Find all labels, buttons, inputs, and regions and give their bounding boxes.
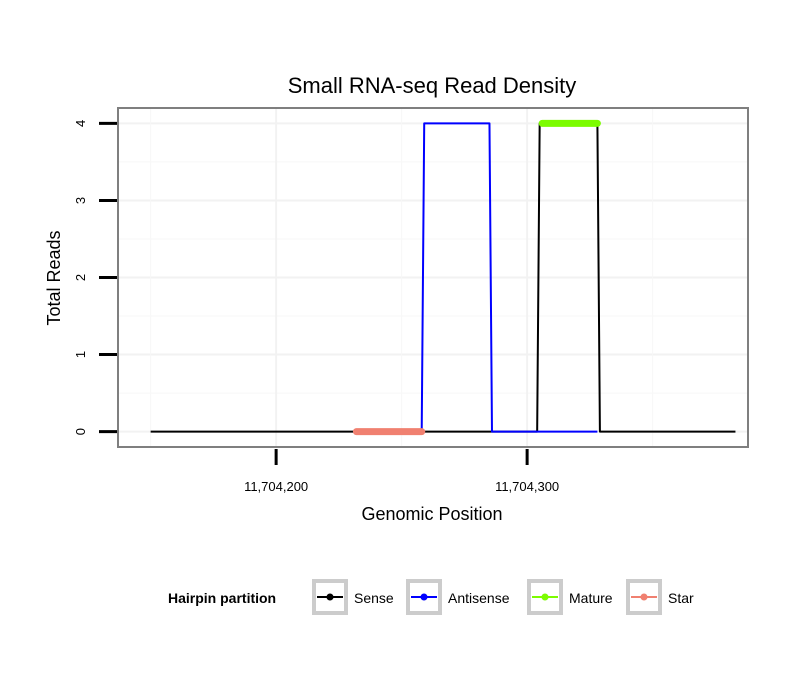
legend-title: Hairpin partition <box>168 590 276 606</box>
legend-items: Sense Antisense Mature Star <box>312 579 694 615</box>
legend-label: Star <box>668 590 694 606</box>
legend-key-point <box>420 593 428 601</box>
plot-border <box>117 107 749 448</box>
x-axis-label: Genomic Position <box>361 504 502 524</box>
grid <box>118 108 748 447</box>
legend: Hairpin partition Sense Antisense Mature St… <box>168 579 694 615</box>
y-tick-label: 0 <box>73 428 88 435</box>
legend-label: Mature <box>569 590 613 606</box>
legend-label: Antisense <box>448 590 510 606</box>
chart-title: Small RNA-seq Read Density <box>288 73 577 98</box>
x-tick-label: 11,704,200 <box>244 479 308 494</box>
legend-item-mature: Mature <box>527 579 613 615</box>
x-tick-label: 11,704,300 <box>495 479 559 494</box>
legend-item-antisense: Antisense <box>406 579 510 615</box>
y-tick-label: 3 <box>73 197 88 204</box>
legend-key-point <box>541 593 549 601</box>
y-tick-label: 1 <box>73 351 88 358</box>
y-tick-label: 4 <box>73 120 88 127</box>
series-line-antisense <box>420 122 598 433</box>
legend-label: Sense <box>354 590 394 606</box>
series-layer <box>150 119 736 436</box>
legend-key-point <box>326 593 334 601</box>
y-axis: 0 1 2 3 4 <box>73 120 117 435</box>
x-axis: 11,704,200 11,704,300 <box>244 449 559 494</box>
legend-key-point <box>640 593 648 601</box>
legend-item-sense: Sense <box>312 579 394 615</box>
legend-item-star: Star <box>626 579 694 615</box>
y-tick-label: 2 <box>73 274 88 281</box>
y-axis-label: Total Reads <box>44 230 64 325</box>
